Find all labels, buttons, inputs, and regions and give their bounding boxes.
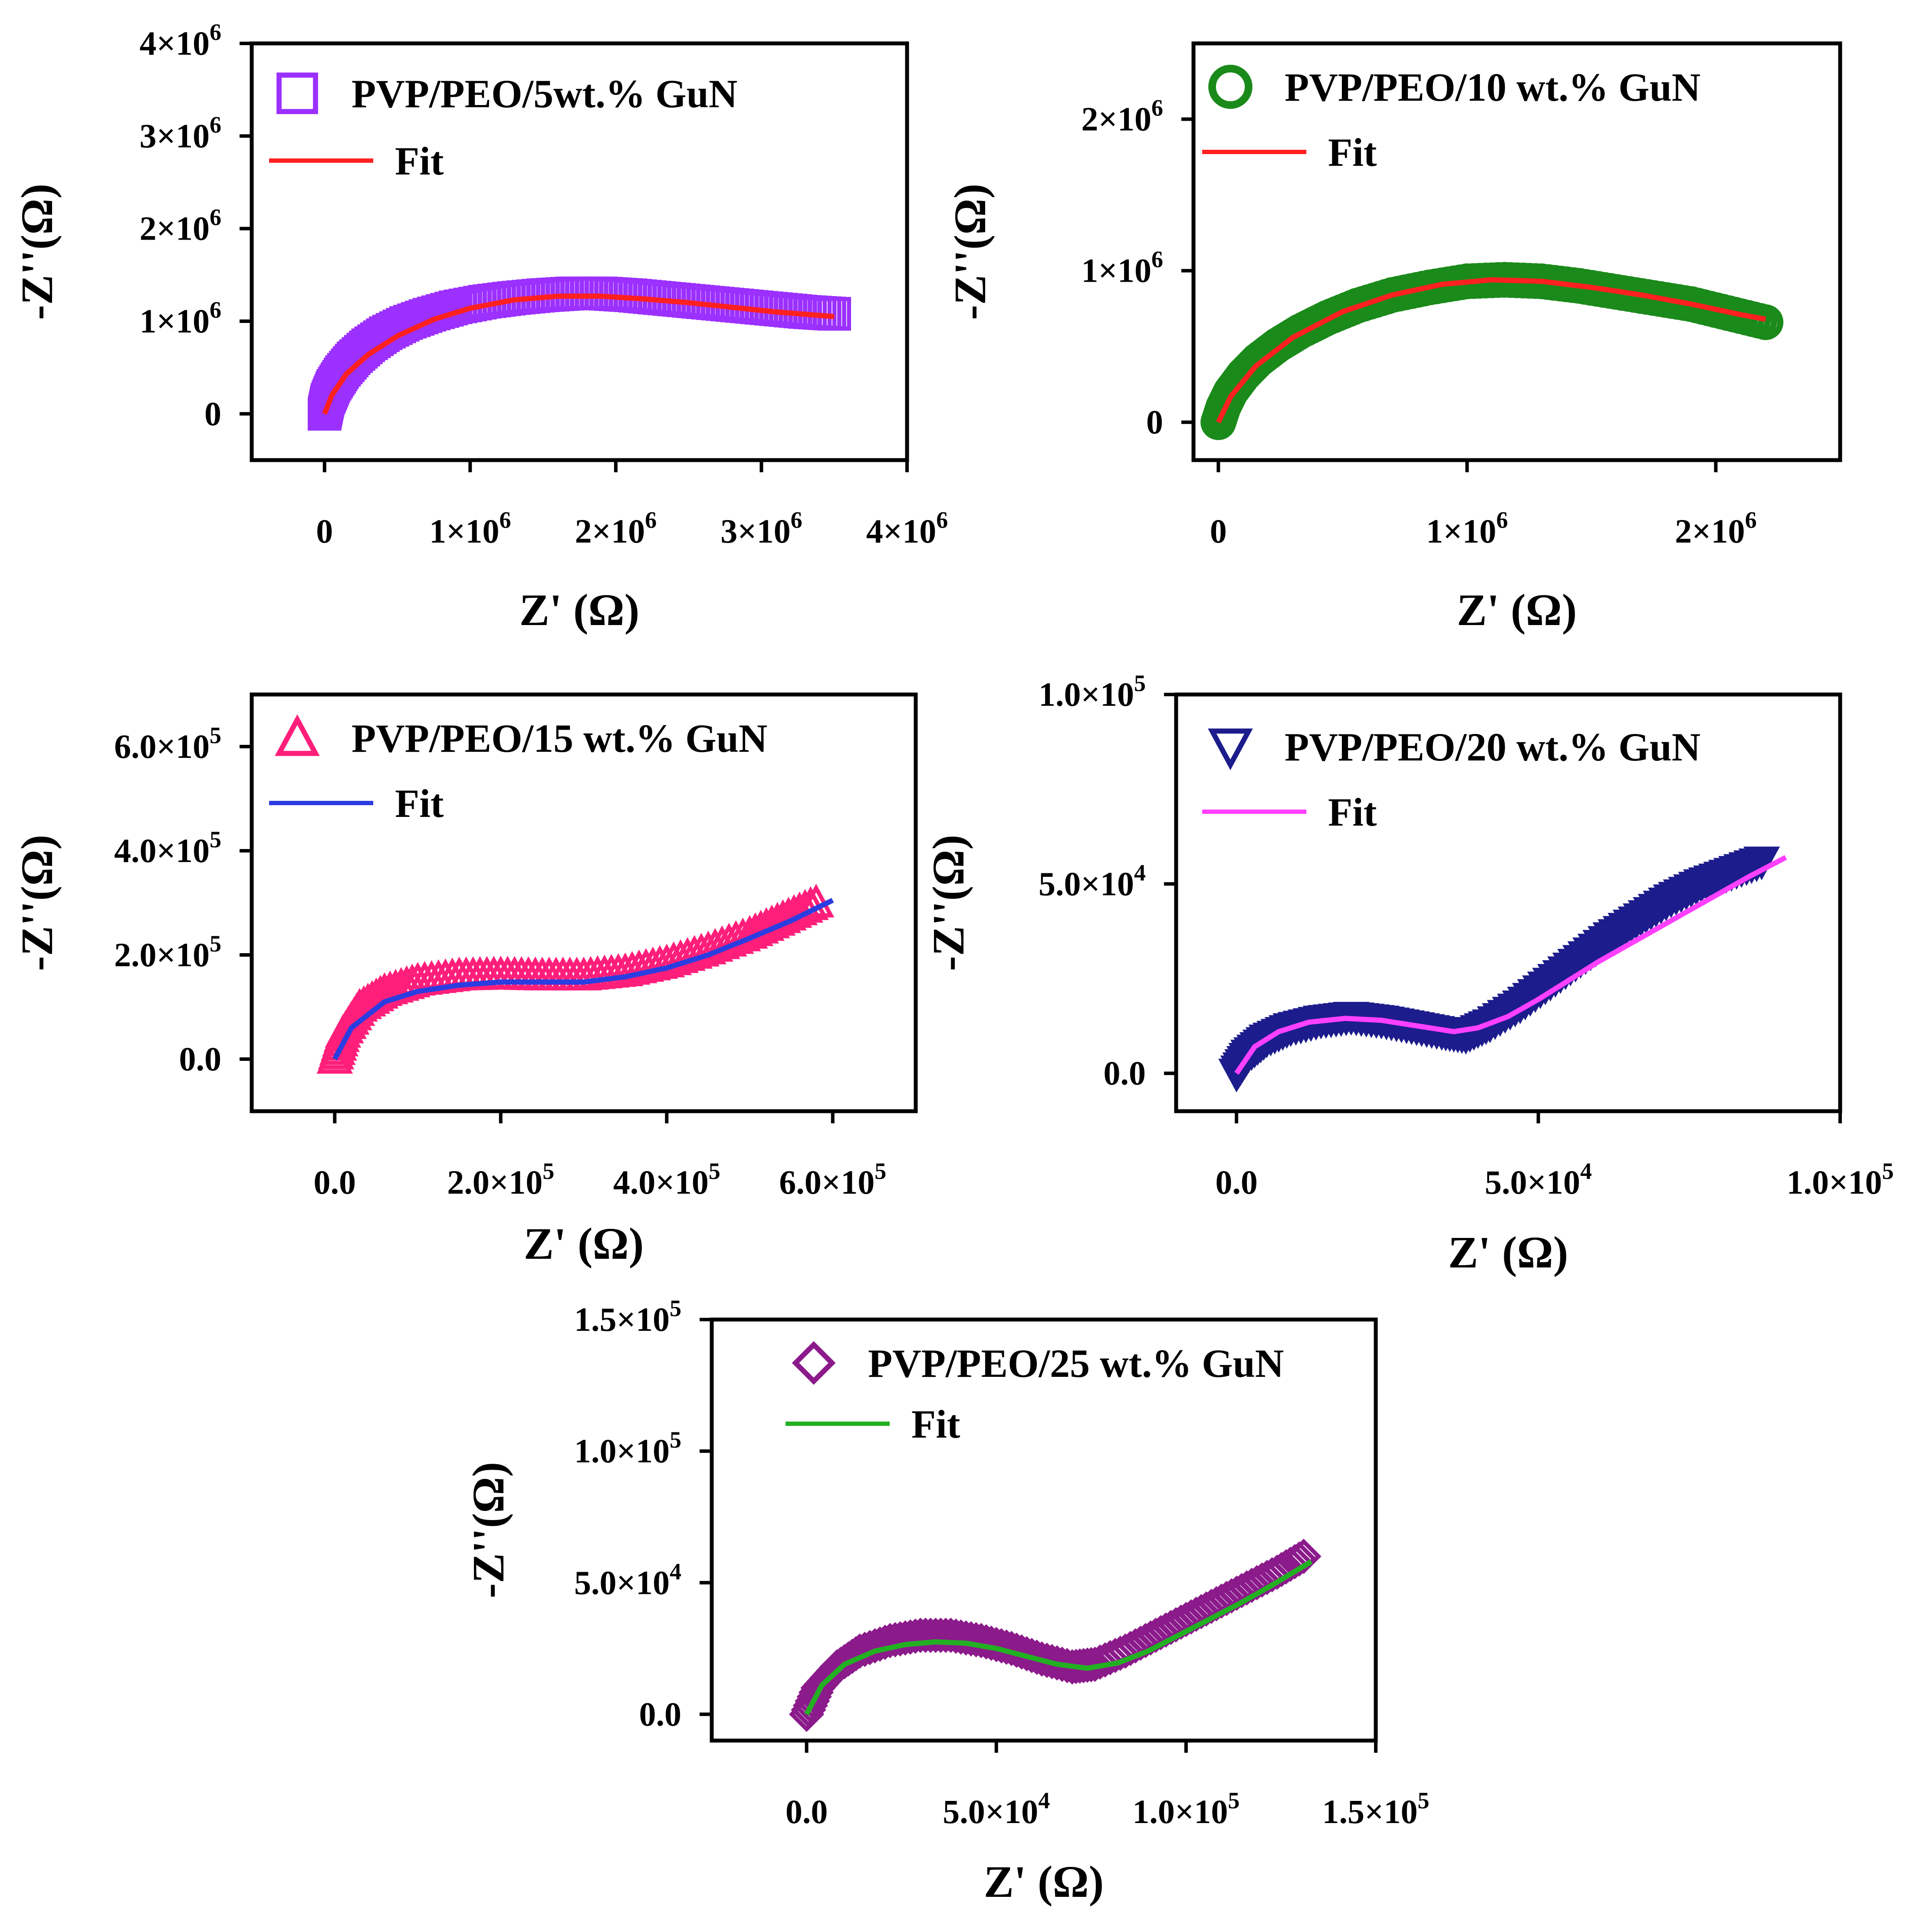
x-axis-title: Z' (Ω) <box>524 1219 644 1269</box>
x-tick-label-3: 1.5×105 <box>1322 1787 1430 1830</box>
plot-area <box>1200 262 1784 440</box>
y-tick-label-1: 5.0×104 <box>574 1558 681 1601</box>
plot-area <box>1218 846 1787 1093</box>
fit-line <box>1216 277 1766 424</box>
x-tick-label-2: 1.0×105 <box>1132 1787 1239 1830</box>
y-tick-label-1: 5.0×104 <box>1039 859 1146 902</box>
y-axis-title: -Z''(Ω) <box>945 184 995 320</box>
x-tick-label-2: 2×106 <box>575 507 657 550</box>
data-point <box>781 891 818 925</box>
y-axis-title: -Z''(Ω) <box>924 835 973 971</box>
y-axis-title: -Z''(Ω) <box>464 1462 513 1598</box>
fit-line <box>332 898 834 1060</box>
y-tick-label-1: 1×106 <box>1082 247 1163 290</box>
legend-marker <box>276 72 318 114</box>
data-point <box>1073 1647 1109 1682</box>
y-tick-label-0: 0.0 <box>1104 1054 1146 1092</box>
y-tick-label-4: 4×106 <box>140 19 221 62</box>
plot-area <box>308 276 851 431</box>
data-point <box>787 889 823 923</box>
y-tick-label-1: 2.0×105 <box>114 931 221 974</box>
y-tick-label-3: 3×106 <box>140 112 221 155</box>
x-tick-label-0: 0.0 <box>1215 1163 1258 1201</box>
plot-frame <box>1174 692 1842 1113</box>
y-tick-label-0: 0.0 <box>639 1695 682 1733</box>
data-point <box>792 886 829 920</box>
y-tick-label-2: 1.0×105 <box>574 1427 681 1470</box>
legend-marker <box>275 714 320 756</box>
plot-frame <box>250 692 918 1113</box>
plot-frame <box>1191 41 1842 462</box>
x-axis-title: Z' (Ω) <box>1448 1228 1568 1277</box>
y-tick-label-2: 2×106 <box>1082 95 1163 138</box>
legend-label-fit: Fit <box>1328 130 1377 174</box>
legend-label-series: PVP/PEO/5wt.% GuN <box>352 72 737 116</box>
legend-label-fit: Fit <box>395 781 444 826</box>
x-tick-label-1: 2.0×105 <box>447 1158 554 1201</box>
x-tick-label-4: 4×106 <box>866 507 948 550</box>
x-tick-label-1: 1×106 <box>429 507 511 550</box>
plot-area <box>316 883 835 1074</box>
x-axis-title: Z' (Ω) <box>1457 585 1577 635</box>
chart-panel-5: 0.0 5.0×104 1.0×105 1.5×105 0.0 5.0×104 1.0×10… <box>464 1295 1429 1907</box>
y-tick-label-1: 1×106 <box>140 297 221 340</box>
x-tick-label-3: 6.0×105 <box>779 1158 886 1201</box>
chart-panel-2: 0 1×106 2×106 0 1×106 2×106 Z' (Ω) -Z''(Ω) PVP/P… <box>945 41 1842 635</box>
plot-frame <box>250 41 909 462</box>
y-axis-title: -Z''(Ω) <box>12 835 62 971</box>
legend-label-series: PVP/PEO/20 wt.% GuN <box>1285 725 1700 769</box>
legend-marker <box>1208 728 1253 770</box>
x-tick-label-2: 1.0×105 <box>1787 1158 1894 1201</box>
x-tick-label-1: 5.0×104 <box>943 1787 1050 1830</box>
x-tick-label-2: 2×106 <box>1675 507 1756 550</box>
plot-frame <box>710 1317 1378 1743</box>
y-tick-label-3: 1.5×105 <box>574 1295 681 1338</box>
data-point <box>798 883 835 918</box>
legend-label-series: PVP/PEO/10 wt.% GuN <box>1285 65 1700 109</box>
chart-panel-1: 0 1×106 2×106 3×106 4×106 0 1×106 2×106 3×106 4×1… <box>12 19 948 635</box>
x-tick-label-0: 0.0 <box>314 1163 356 1201</box>
data-point <box>662 939 699 973</box>
legend-label-fit: Fit <box>911 1402 960 1446</box>
fit-line <box>1234 855 1787 1075</box>
data-point <box>648 943 685 978</box>
x-tick-label-1: 1×106 <box>1426 507 1508 550</box>
y-tick-label-0: 0.0 <box>179 1040 222 1078</box>
data-point <box>1743 846 1780 881</box>
plot-area <box>789 1538 1322 1732</box>
x-axis-title: Z' (Ω) <box>519 585 640 635</box>
x-tick-label-2: 4.0×105 <box>613 1158 720 1201</box>
y-tick-label-0: 0 <box>204 395 221 432</box>
legend-label-fit: Fit <box>395 139 444 183</box>
chart-panel-4: 0.0 5.0×104 1.0×105 0.0 5.0×104 1.0×105 Z' (Ω)… <box>924 670 1894 1277</box>
y-tick-label-0: 0 <box>1146 403 1163 441</box>
legend-marker <box>1208 65 1253 109</box>
y-tick-label-3: 6.0×105 <box>114 722 221 765</box>
fit-line <box>804 1559 1313 1716</box>
x-tick-label-1: 5.0×104 <box>1485 1158 1592 1201</box>
legend-label-fit: Fit <box>1328 790 1377 834</box>
y-tick-label-2: 1.0×105 <box>1039 670 1146 713</box>
x-axis-title: Z' (Ω) <box>984 1857 1104 1907</box>
data-point <box>669 937 706 971</box>
x-tick-label-0: 0 <box>1210 512 1227 550</box>
legend-marker <box>792 1341 836 1385</box>
data-point <box>1286 1538 1322 1574</box>
data-point <box>655 941 692 975</box>
y-tick-label-2: 4.0×105 <box>114 826 221 869</box>
data-point <box>1747 304 1784 340</box>
legend-label-series: PVP/PEO/25 wt.% GuN <box>868 1341 1284 1386</box>
fit-line <box>322 293 835 415</box>
chart-panel-3: 0.0 2.0×105 4.0×105 6.0×105 0.0 2.0×105 4.0×10… <box>12 692 918 1269</box>
y-axis-title: -Z''(Ω) <box>12 184 62 320</box>
y-tick-label-2: 2×106 <box>140 204 221 247</box>
legend-label-series: PVP/PEO/15 wt.% GuN <box>352 716 767 760</box>
x-tick-label-0: 0 <box>316 512 333 550</box>
x-tick-label-3: 3×106 <box>720 507 802 550</box>
x-tick-label-0: 0.0 <box>786 1793 828 1830</box>
